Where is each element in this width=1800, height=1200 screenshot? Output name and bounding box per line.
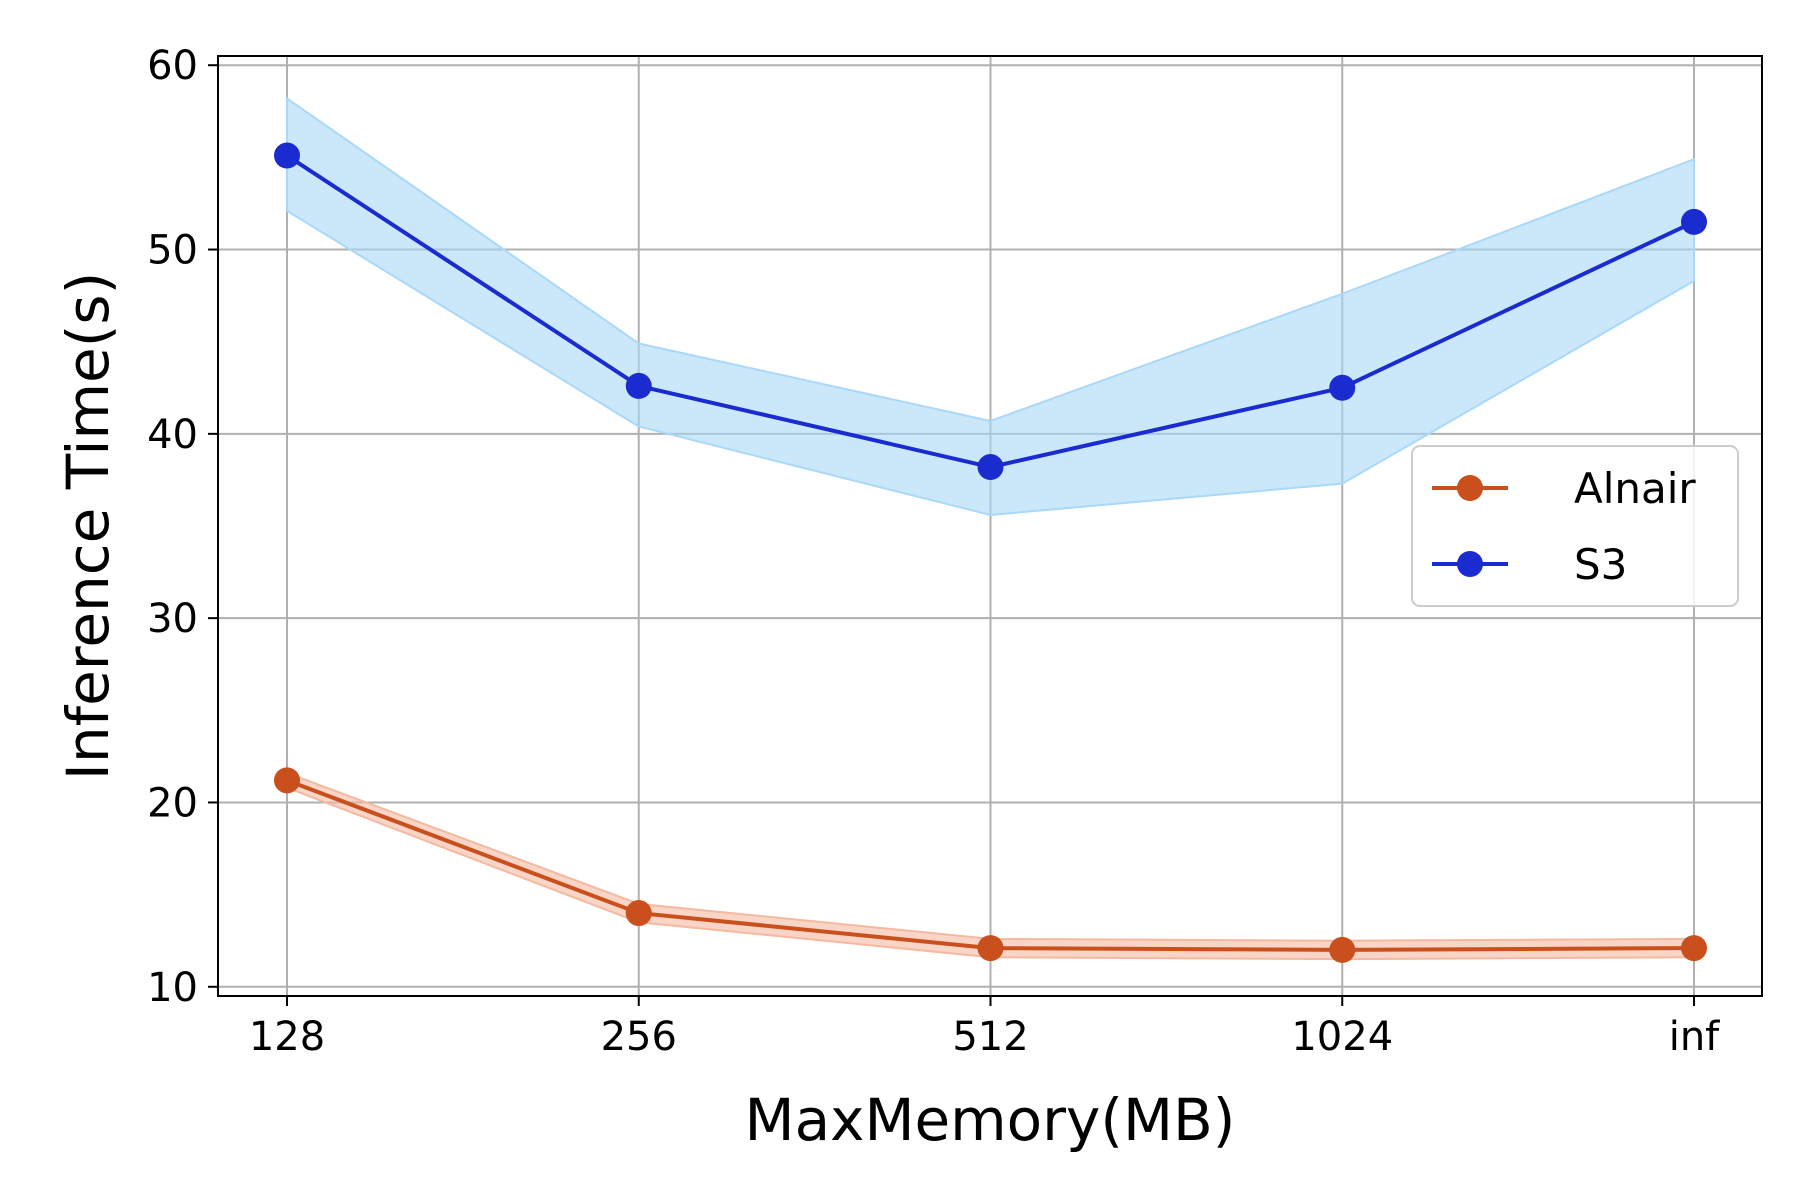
- y-tick-label: 40: [147, 412, 198, 458]
- s3-band: [286, 96, 1695, 516]
- y-tick-label: 10: [147, 965, 198, 1011]
- x-tick-label: 512: [952, 1014, 1028, 1060]
- x-tick-label: 128: [249, 1014, 325, 1060]
- y-axis-title: Inference Time(s): [54, 272, 122, 780]
- legend-marker-alnair: [1457, 475, 1483, 501]
- x-axis-title: MaxMemory(MB): [745, 1086, 1236, 1154]
- series-markers: [274, 142, 1707, 963]
- s3-point: [274, 142, 300, 169]
- legend-label-alnair: Alnair: [1574, 464, 1696, 513]
- alnair-point: [1329, 936, 1356, 963]
- s3-point: [977, 454, 1004, 481]
- legend-marker-s3: [1457, 551, 1483, 577]
- s3-point: [1329, 374, 1356, 401]
- legend: Alnair S3: [1411, 445, 1739, 607]
- alnair-point: [274, 767, 300, 794]
- s3-point: [1681, 208, 1707, 235]
- x-tick-label: 1024: [1291, 1014, 1393, 1060]
- y-tick-label: 20: [147, 780, 198, 826]
- legend-label-s3: S3: [1574, 540, 1627, 589]
- y-tick-label: 30: [147, 596, 198, 642]
- alnair-point: [977, 935, 1004, 962]
- x-tick-label: inf: [1669, 1014, 1720, 1060]
- x-tick-label: 256: [601, 1014, 677, 1060]
- s3-point: [625, 372, 652, 399]
- y-tick-label: 50: [147, 228, 198, 274]
- alnair-point: [1681, 935, 1707, 962]
- axis-ticks: 128 256 512 1024 inf 10 20 30 40 50 60: [147, 43, 1720, 1060]
- alnair-point: [625, 900, 652, 927]
- y-tick-label: 60: [147, 43, 198, 89]
